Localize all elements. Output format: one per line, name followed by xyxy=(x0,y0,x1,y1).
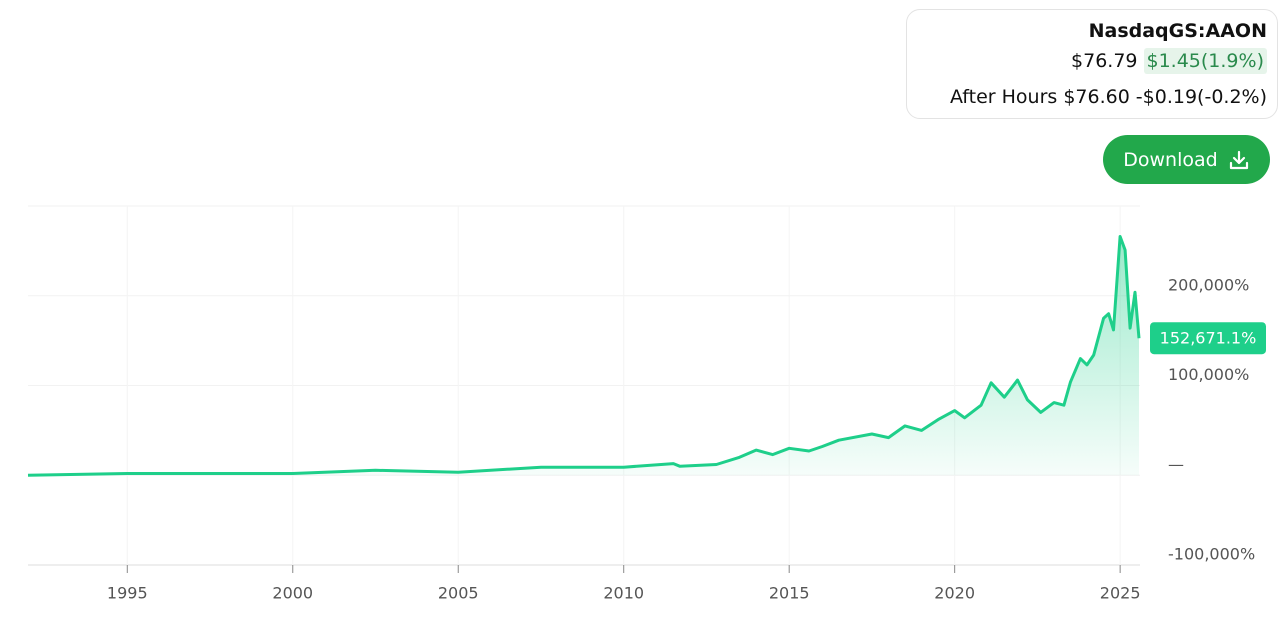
end-value-label: 152,671.1% xyxy=(1160,329,1257,348)
ticker: NasdaqGS:AAON xyxy=(1088,20,1267,42)
end-value-badge xyxy=(1150,322,1266,355)
x-tick-label: 2025 xyxy=(1100,584,1141,603)
price-change: $1.45(1.9%) xyxy=(1143,48,1267,74)
quote-box: NasdaqGS:AAON $76.79 $1.45(1.9%) After H… xyxy=(906,9,1278,119)
after-hours-price: $76.60 xyxy=(1063,86,1130,108)
x-tick-label: 2020 xyxy=(934,584,975,603)
download-icon xyxy=(1229,150,1248,169)
x-tick-label: 2000 xyxy=(272,584,313,603)
y-tick-label: — xyxy=(1168,455,1184,474)
y-tick-label: 200,000% xyxy=(1168,275,1249,294)
download-label: Download xyxy=(1123,148,1218,171)
y-tick-label: -100,000% xyxy=(1168,545,1255,564)
after-hours-row: After Hours $76.60 -$0.19(-0.2%) xyxy=(950,86,1267,108)
price: $76.79 xyxy=(1071,50,1138,72)
x-tick-label: 1995 xyxy=(107,584,148,603)
y-tick-label: 100,000% xyxy=(1168,365,1249,384)
line xyxy=(27,235,1141,477)
x-tick-label: 2005 xyxy=(438,584,479,603)
download-button[interactable]: Download xyxy=(1103,135,1270,184)
x-tick-label: 2010 xyxy=(603,584,644,603)
price-row: $76.79 $1.45(1.9%) xyxy=(1071,48,1267,74)
after-hours-change: -$0.19(-0.2%) xyxy=(1135,86,1267,108)
after-hours-label: After Hours xyxy=(949,86,1058,108)
area xyxy=(28,236,1140,476)
x-tick-label: 2015 xyxy=(769,584,810,603)
